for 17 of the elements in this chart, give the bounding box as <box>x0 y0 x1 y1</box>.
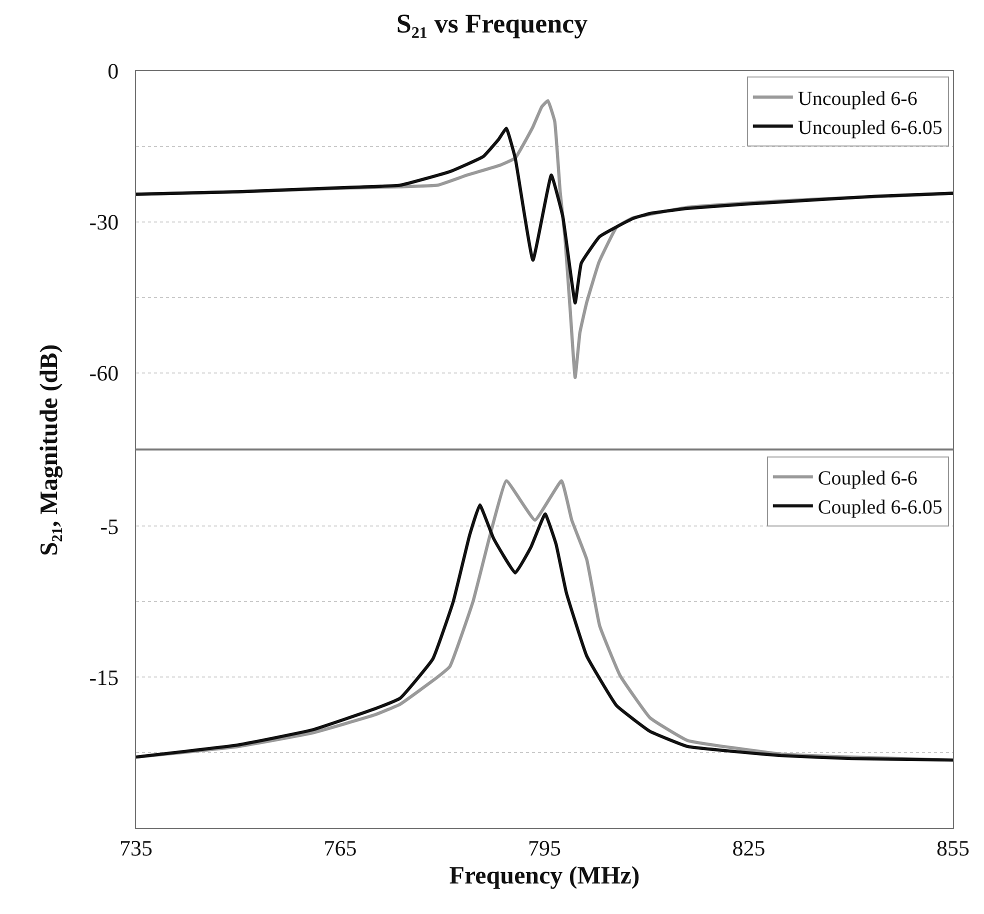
legend-label: Uncoupled 6-6 <box>798 88 918 110</box>
x-tick-label: 735 <box>120 835 152 860</box>
y-tick-label: 0 <box>108 58 119 84</box>
y-axis-title: S₂₁, Magnitude (dB) <box>36 344 63 556</box>
x-tick-label: 795 <box>528 835 561 860</box>
y-tick-label: -60 <box>89 360 119 386</box>
x-tick-label: 765 <box>324 835 357 860</box>
chart-title: S₂₁ vs Frequency <box>396 8 588 39</box>
x-tick-label: 855 <box>936 835 970 860</box>
y-tick-label: -15 <box>89 664 119 690</box>
legend-label: Coupled 6-6 <box>818 468 918 490</box>
y-tick-label: -5 <box>100 514 119 539</box>
legend-label: Uncoupled 6-6.05 <box>798 116 942 139</box>
y-tick-label: -30 <box>89 210 119 235</box>
x-axis-title: Frequency (MHz) <box>449 862 640 890</box>
x-tick-label: 825 <box>732 835 766 860</box>
legend-label: Coupled 6-6.05 <box>818 496 942 519</box>
